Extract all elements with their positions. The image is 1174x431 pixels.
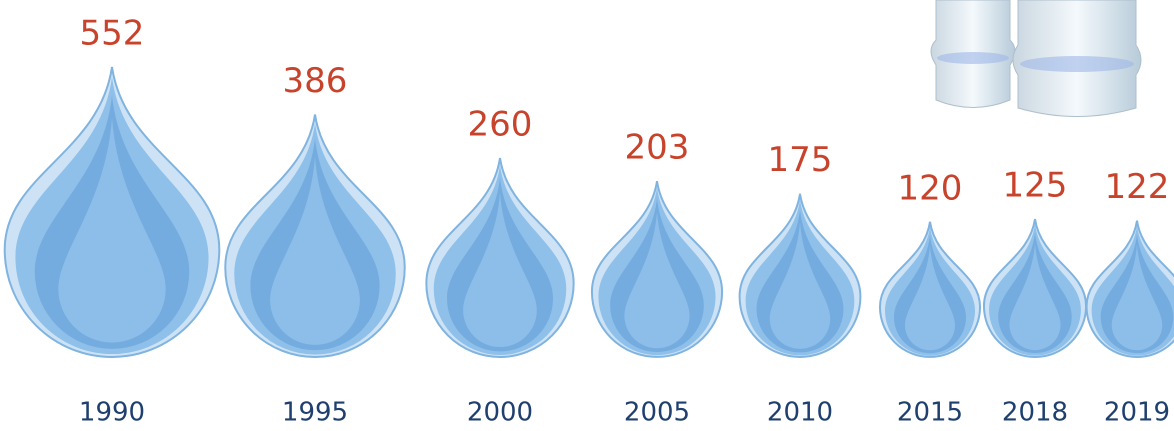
drop-center <box>1111 244 1163 351</box>
category-label: 2010 <box>767 398 833 428</box>
value-label: 175 <box>768 140 833 180</box>
category-label: 2000 <box>467 398 533 428</box>
category-label: 1990 <box>79 398 145 428</box>
drop-center <box>904 245 956 351</box>
category-label: 2015 <box>897 398 963 428</box>
value-label: 386 <box>283 61 348 101</box>
value-label: 122 <box>1105 167 1170 207</box>
value-label: 203 <box>625 128 690 168</box>
value-label: 125 <box>1003 165 1068 205</box>
bottle-illustration <box>930 0 1142 117</box>
drop-center <box>58 117 166 343</box>
value-label: 552 <box>80 14 145 54</box>
drop-center <box>769 222 831 349</box>
category-label: 1995 <box>282 398 348 428</box>
value-label: 120 <box>898 168 963 208</box>
category-label: 2018 <box>1002 398 1068 428</box>
category-label: 2019 <box>1104 398 1170 428</box>
drop-center <box>624 211 690 349</box>
drop-center <box>463 192 537 348</box>
category-label: 2005 <box>624 398 690 428</box>
drop-center <box>270 156 360 345</box>
value-label: 260 <box>468 104 533 144</box>
drop-center <box>1009 243 1061 351</box>
